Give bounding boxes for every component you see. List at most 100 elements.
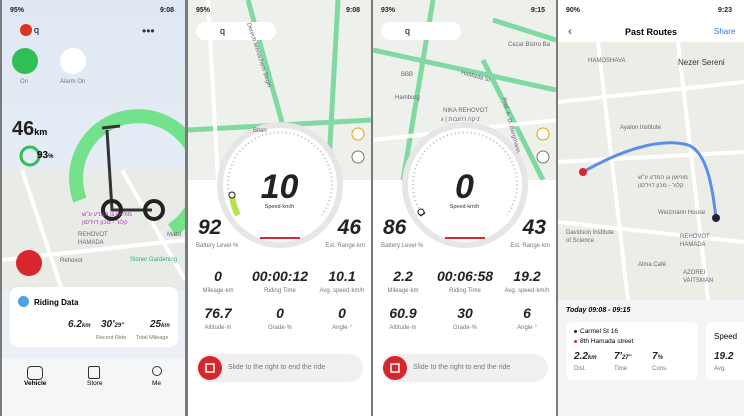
range-unit: km [34,127,48,137]
label: Total Mileage [136,335,169,341]
stat-value: 60.9 [389,305,417,321]
from: Carmel St 16 [580,328,618,335]
battery-level: 86 [383,216,407,239]
nav-item[interactable]: Vehicle [24,380,47,387]
stat-label: Angle·° [332,325,352,331]
stat-label: Altitude·m [389,325,417,331]
device[interactable]: q [220,26,226,36]
value: 6.2 [68,319,82,330]
stat-value: 76.7 [204,305,232,321]
stat-value: 19.2 [513,268,541,284]
value: 25 [150,319,162,330]
label: Time [614,366,628,372]
slide-hint[interactable]: Slide to the right to end the ride [413,364,511,371]
battery-label: Battery Level·% [381,243,424,249]
value: 27'' [621,355,632,361]
battery-level: 93% [37,150,53,161]
stat-value: 00:06:58 [436,268,494,284]
map-label: ניקה רחובות | ג' [441,117,481,123]
to-dot [574,340,577,343]
from-dot [574,330,577,333]
stat-label: Avg. speed·km/h [319,288,365,294]
map-label: HAMADA [680,242,706,248]
day: Today [566,307,587,314]
device[interactable]: q [405,26,411,36]
recent-time: 30'29'' [101,319,124,330]
map-label: BBB [401,72,414,78]
stat-value: 30 [457,305,473,321]
label: Cons. [652,366,668,372]
range: 46 [337,216,361,239]
label: Speed [714,332,738,341]
unit: km [161,323,170,329]
clock: 9:23 [718,7,733,14]
unit: % [657,355,663,361]
stat-value: 6 [523,305,531,321]
stat-value: 00:00:12 [251,268,309,284]
map-label: Davidson Institute [566,230,614,236]
riding-card[interactable]: Riding Data 6.2km 30'29'' 25km Recent Ri… [10,287,178,347]
card-icon [18,296,29,307]
slide-hint[interactable]: Slide to the right to end the ride [228,364,326,371]
map-label: REHOVOT [680,234,710,240]
map-label: קלור - מכון דוידסון [82,220,128,226]
power-label: On [20,79,29,85]
stat-label: Grade·% [452,325,477,331]
map-label: Rehovot [60,258,83,264]
map-label: Cezar Bistro Ba [508,42,551,48]
nav-icon [152,366,162,376]
back-button[interactable]: ‹ [568,24,572,38]
value: 29'' [114,323,125,329]
speed: 10 [260,168,299,206]
nav-item[interactable]: Store [87,380,103,387]
nav-icon [27,366,43,380]
date: Today 09:08 - 09:15 [566,307,630,314]
card-title: Riding Data [34,298,79,307]
stat-label: Avg. speed·km/h [504,288,550,294]
battery: 93% [381,7,396,14]
map-label: REHOVOT [78,232,108,238]
speed-label: Speed·km/h [264,204,295,210]
route-card[interactable]: Carmel St 16 8th Hamada street 2.2km 7'2… [566,322,698,380]
range-label: Est. Range·km [325,243,365,249]
clock: 9:15 [531,7,546,14]
map-label: Hamburg [395,95,420,101]
recent-distance: 6.2km [68,319,91,330]
speed-card[interactable]: Speed 19.2 Avg. [706,322,744,380]
unit: km [81,323,91,329]
nav-item[interactable]: Me [152,380,162,387]
time-range: 09:08 - 09:15 [588,307,631,314]
clock: 9:08 [346,7,361,14]
speed-label: Speed·km/h [449,204,480,210]
map-label: Matsl [167,232,182,238]
map-label: מוזיאון גן המדע ע"ש [638,175,688,181]
stat-label: Riding Time [449,288,481,294]
value: 7 [652,351,658,362]
value: 7' [614,351,622,362]
device[interactable]: q [34,25,40,35]
map-label: of Science [566,238,595,244]
battery-value: 93 [37,150,49,161]
stat-label: Angle·° [517,325,537,331]
alarm-label: Alarm On [60,79,86,85]
map-label: HAMOSHAVA [588,58,626,64]
routes-screen: 90% 9:23 ‹ Past Routes Share HAMOSHAVA Ne… [558,0,744,416]
stat-value: 0 [214,268,222,284]
stat-value: 10.1 [328,268,356,284]
share-button[interactable]: Share [714,27,736,36]
value: 2.2 [574,351,588,362]
battery-label: Battery Level·% [196,243,239,249]
speed: 0 [455,168,474,206]
svg-text:•••: ••• [142,24,155,38]
label: Recent Ride [96,335,127,341]
range: 46km [12,118,47,141]
value: 30' [101,319,115,330]
map-label: קלור - מכון דוידסון [638,183,684,189]
stat-value: 0 [338,305,346,321]
title: Past Routes [625,27,678,37]
range-value: 46 [12,118,35,140]
home-screen: ••• 95% 9:08 q On Alarm On 46km 93% Mats… [2,0,185,416]
dist: 2.2km [574,351,597,362]
total: 25km [150,319,170,330]
unit: km [587,355,597,361]
